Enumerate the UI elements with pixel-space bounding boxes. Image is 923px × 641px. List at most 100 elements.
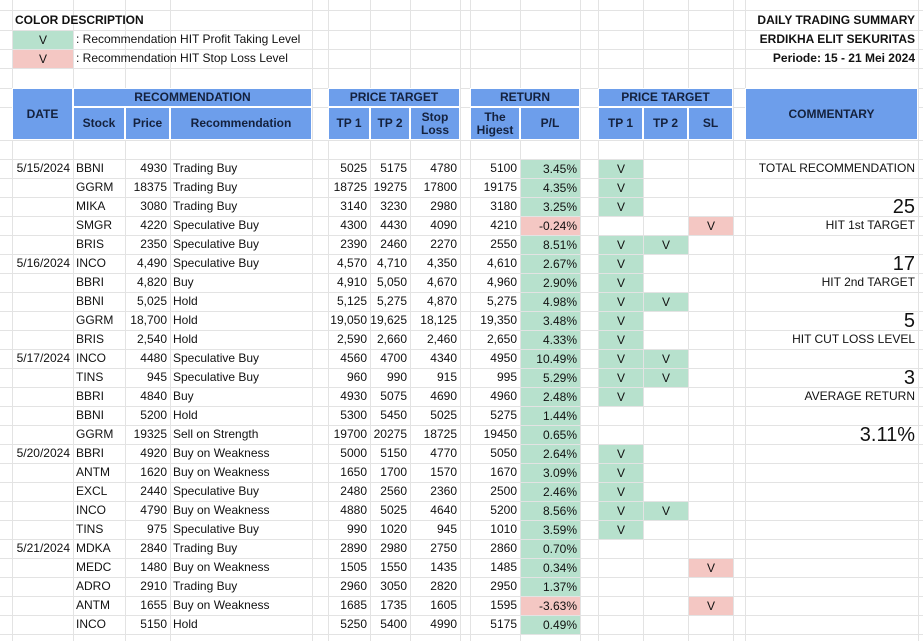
cell-recommendation: Speculative Buy	[173, 484, 260, 498]
cell-stop: 2,460	[426, 332, 457, 346]
header-cell: Stop Loss	[410, 107, 460, 140]
cell-stop: 4990	[430, 617, 457, 631]
cell-pl: 3.09%	[521, 464, 580, 482]
cell-tp2: 2460	[380, 237, 407, 251]
cell-date: 5/20/2024	[16, 446, 70, 460]
grid-line	[0, 30, 923, 31]
commentary-value: 17	[892, 253, 915, 273]
grid-line	[745, 0, 746, 641]
cell-tp1: 960	[346, 370, 367, 384]
cell-stock: ANTM	[76, 598, 110, 612]
header-cell: Recommendation	[170, 107, 312, 140]
cell-recommendation: Hold	[173, 408, 198, 422]
cell-tp1: 19700	[333, 427, 367, 441]
cell-stock: GGRM	[76, 313, 114, 327]
cell-hit-sl: V	[689, 217, 733, 235]
cell-tp2: 20275	[373, 427, 407, 441]
header-cell: P/L	[520, 107, 580, 140]
cell-stock: INCO	[76, 617, 106, 631]
grid-line	[0, 107, 923, 108]
cell-stop: 945	[436, 522, 457, 536]
cell-tp2: 19,625	[370, 313, 407, 327]
cell-price: 5150	[140, 617, 167, 631]
cell-stock: INCO	[76, 256, 106, 270]
cell-pl: 0.34%	[521, 559, 580, 577]
header-cell: TP 2	[643, 107, 688, 140]
cell-price: 1480	[140, 560, 167, 574]
cell-recommendation: Trading Buy	[173, 199, 238, 213]
cell-highest: 19175	[483, 180, 517, 194]
cell-recommendation: Speculative Buy	[173, 370, 260, 384]
cell-pl: 1.44%	[521, 407, 580, 425]
cell-tp1: 1650	[340, 465, 367, 479]
cell-tp2: 2980	[380, 541, 407, 555]
cell-price: 4790	[140, 503, 167, 517]
cell-hit-tp2: V	[644, 369, 688, 387]
cell-stop: 5025	[430, 408, 457, 422]
cell-tp2: 5075	[380, 389, 407, 403]
cell-tp1: 5,125	[336, 294, 367, 308]
cell-recommendation: Speculative Buy	[173, 351, 260, 365]
header-cell: DATE	[12, 88, 73, 140]
cell-stock: GGRM	[76, 427, 114, 441]
cell-price: 1620	[140, 465, 167, 479]
grid-line	[0, 501, 923, 502]
cell-hit-tp1: V	[599, 198, 643, 216]
grid-line	[0, 216, 923, 217]
header-cell: The Higest	[470, 107, 520, 140]
grid-line	[170, 0, 171, 641]
cell-price: 4220	[140, 218, 167, 232]
grid-line	[0, 615, 923, 616]
cell-highest: 5275	[490, 408, 517, 422]
cell-tp2: 5450	[380, 408, 407, 422]
cell-pl: 2.90%	[521, 274, 580, 292]
cell-hit-tp1: V	[599, 293, 643, 311]
cell-hit-tp1: V	[599, 160, 643, 178]
cell-tp1: 2890	[340, 541, 367, 555]
cell-recommendation: Buy on Weakness	[173, 503, 270, 517]
cell-tp1: 5300	[340, 408, 367, 422]
cell-stock: BBNI	[76, 161, 105, 175]
cell-recommendation: Buy on Weakness	[173, 598, 270, 612]
cell-recommendation: Trading Buy	[173, 541, 238, 555]
cell-stock: ANTM	[76, 465, 110, 479]
cell-highest: 1670	[490, 465, 517, 479]
legend-swatch: V	[13, 31, 73, 49]
cell-stock: MEDC	[76, 560, 112, 574]
cell-date: 5/16/2024	[16, 256, 70, 270]
cell-stop: 2820	[430, 579, 457, 593]
cell-stock: BRIS	[76, 332, 105, 346]
cell-price: 945	[146, 370, 167, 384]
cell-stock: BBRI	[76, 446, 105, 460]
grid-line	[370, 0, 371, 641]
cell-stop: 4,350	[426, 256, 457, 270]
cell-stock: SMGR	[76, 218, 112, 232]
cell-tp1: 4,570	[336, 256, 367, 270]
cell-price: 18375	[133, 180, 167, 194]
cell-hit-tp1: V	[599, 464, 643, 482]
grid-line	[0, 368, 923, 369]
cell-pl: 5.29%	[521, 369, 580, 387]
cell-highest: 4960	[490, 389, 517, 403]
cell-stock: GGRM	[76, 180, 114, 194]
cell-hit-tp1: V	[599, 388, 643, 406]
header-cell: PRICE TARGET	[598, 88, 733, 107]
grid-line	[0, 49, 923, 50]
cell-price: 18,700	[130, 313, 167, 327]
cell-highest: 2550	[490, 237, 517, 251]
cell-hit-tp1: V	[599, 445, 643, 463]
cell-pl: -3.63%	[521, 597, 580, 615]
cell-recommendation: Speculative Buy	[173, 218, 260, 232]
cell-highest: 5100	[490, 161, 517, 175]
cell-pl: 0.49%	[521, 616, 580, 634]
grid-line	[0, 235, 923, 236]
cell-hit-tp2: V	[644, 236, 688, 254]
grid-line	[0, 425, 923, 426]
cell-price: 5200	[140, 408, 167, 422]
cell-price: 2,540	[136, 332, 167, 346]
cell-highest: 2950	[490, 579, 517, 593]
grid-line	[0, 273, 923, 274]
grid-line	[0, 330, 923, 331]
cell-stock: BBRI	[76, 275, 105, 289]
